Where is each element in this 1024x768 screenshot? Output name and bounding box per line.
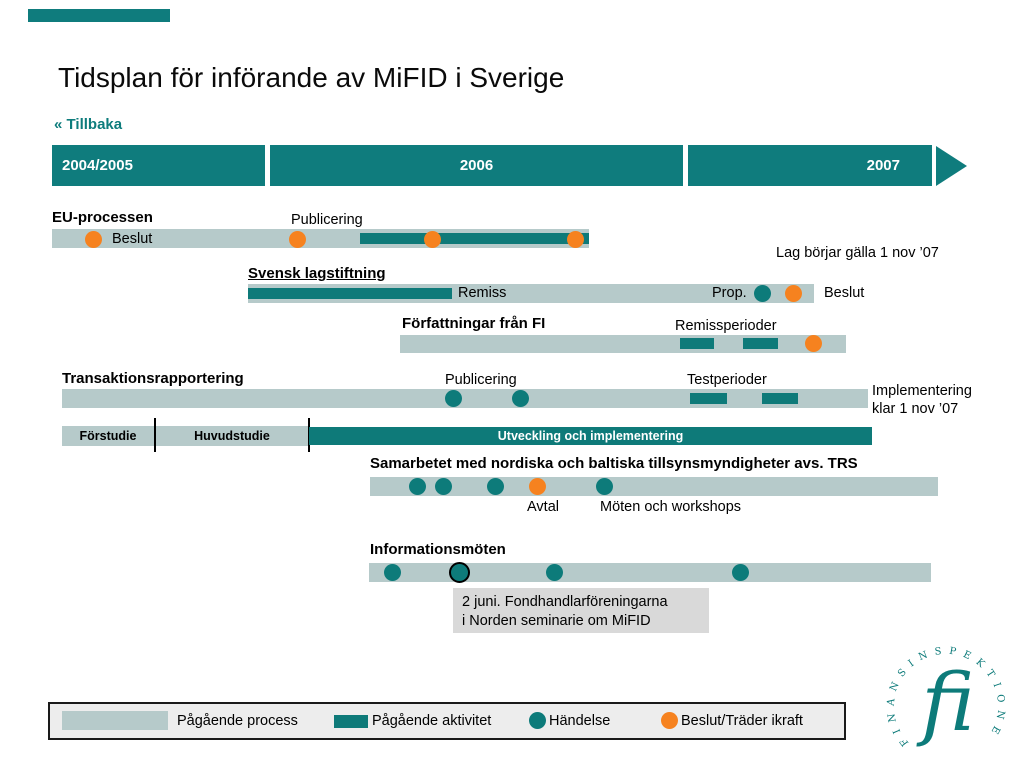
- eu-event-dot: [567, 231, 584, 248]
- row-label-transaktionsrapportering: Transaktionsrapportering: [62, 370, 244, 387]
- legend-handelse-dot: [529, 712, 546, 729]
- seminar-note-line1: 2 juni. Fondhandlarföreningarna: [462, 594, 668, 610]
- seminar-note-box: 2 juni. Fondhandlarföreningarna i Norden…: [453, 588, 709, 633]
- logo-monogram: fi: [916, 656, 974, 749]
- legend-box: [48, 702, 846, 740]
- testperiod-activity-bar: [762, 393, 798, 404]
- back-link[interactable]: « Tillbaka: [54, 116, 123, 133]
- row-label-samarbetet: Samarbetet med nordiska och baltiska til…: [370, 455, 858, 472]
- implementering-note-line2: klar 1 nov ’07: [872, 401, 959, 417]
- samarbete-handelse-dot: [435, 478, 452, 495]
- eu-publicering-dot: [289, 231, 306, 248]
- svensk-activity-bar: [248, 288, 452, 299]
- prop-handelse-dot: [754, 285, 771, 302]
- implementering-note-line1: Implementering: [872, 383, 972, 399]
- legend-process-swatch: [62, 711, 168, 730]
- timeline-arrow-icon: [936, 146, 967, 186]
- informationsmote-handelse-dot: [384, 564, 401, 581]
- timeline-header-2004-2005: 2004/2005: [52, 145, 265, 186]
- top-accent-bar: [28, 9, 170, 22]
- avtal-label: Avtal: [527, 499, 559, 515]
- trs-publicering-dot: [512, 390, 529, 407]
- samarbete-handelse-dot: [596, 478, 613, 495]
- huvudstudie-label: Huvudstudie: [194, 429, 270, 443]
- study-divider-line: [154, 418, 156, 452]
- remiss-label: Remiss: [458, 285, 507, 301]
- svensk-beslut-label: Beslut: [824, 285, 865, 301]
- trs-publicering-label: Publicering: [445, 372, 517, 388]
- informationsmote-highlighted-dot: [449, 562, 470, 583]
- forfattningar-beslut-dot: [805, 335, 822, 352]
- legend-beslut-dot: [661, 712, 678, 729]
- trs-process-bar: [62, 389, 868, 408]
- remissperioder-label: Remissperioder: [675, 318, 777, 334]
- avtal-beslut-dot: [529, 478, 546, 495]
- testperiod-activity-bar: [690, 393, 727, 404]
- forstudie-label: Förstudie: [79, 429, 137, 443]
- samarbete-handelse-dot: [409, 478, 426, 495]
- row-label-svensk-lagstiftning: Svensk lagstiftning: [248, 265, 386, 282]
- row-label-forfattningar: Författningar från FI: [402, 315, 546, 332]
- svensk-beslut-dot: [785, 285, 802, 302]
- remissperiod-activity-bar: [743, 338, 778, 349]
- informationsmote-handelse-dot: [732, 564, 749, 581]
- timeline-header-2007: 2007: [688, 145, 932, 186]
- row-label-informationsmoten: Informationsmöten: [370, 541, 506, 558]
- legend-handelse-label: Händelse: [549, 713, 611, 729]
- remissperiod-activity-bar: [680, 338, 714, 349]
- eu-event-dot: [424, 231, 441, 248]
- page-title: Tidsplan för införande av MiFID i Sverig…: [58, 62, 565, 93]
- legend-activity-label: Pågående aktivitet: [372, 713, 492, 729]
- eu-activity-bar: [360, 233, 589, 244]
- prop-label: Prop.: [712, 285, 747, 301]
- testperioder-label: Testperioder: [687, 372, 767, 388]
- eu-beslut-dot: [85, 231, 102, 248]
- studie-process-bar: [62, 426, 309, 446]
- eu-publicering-label: Publicering: [291, 212, 363, 228]
- informationsmoten-process-bar: [369, 563, 931, 582]
- informationsmote-handelse-dot: [546, 564, 563, 581]
- trs-publicering-dot: [445, 390, 462, 407]
- moten-workshops-label: Möten och workshops: [600, 499, 742, 515]
- legend-activity-swatch: [334, 715, 368, 728]
- legend-beslut-label: Beslut/Träder ikraft: [681, 713, 803, 729]
- utveckling-activity-bar: Utveckling och implementering: [309, 427, 872, 445]
- legend-process-label: Pågående process: [177, 713, 298, 729]
- eu-beslut-label: Beslut: [112, 231, 153, 247]
- samarbete-handelse-dot: [487, 478, 504, 495]
- row-label-eu-processen: EU-processen: [52, 209, 153, 226]
- seminar-note-line2: i Norden seminarie om MiFID: [462, 613, 651, 629]
- forfattningar-process-bar: [400, 335, 846, 353]
- finansinspektionen-logo: FINANSINSPEKTIONEN fi: [878, 644, 999, 749]
- timeline-header-2006: 2006: [270, 145, 683, 186]
- samarbete-process-bar: [370, 477, 938, 496]
- law-effective-note: Lag börjar gälla 1 nov ’07: [776, 245, 939, 261]
